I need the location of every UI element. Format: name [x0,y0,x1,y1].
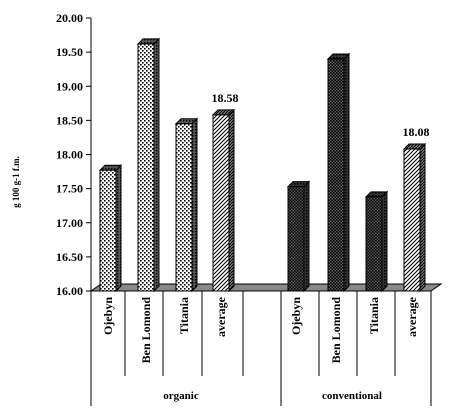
labels-layer: 18.58 18.08 Ojebyn Ben Lomond Titania average… [101,91,430,402]
category-label: Ojebyn [289,297,303,335]
bar-side [115,163,122,293]
data-label: 18.08 [403,125,430,139]
category-label: Ojebyn [101,297,115,335]
y-tick-label: 18.00 [56,148,83,162]
y-tick-label: 20.00 [56,11,83,25]
bar-side [303,180,310,293]
bar [137,43,155,292]
y-tick-label: 17.00 [56,216,83,230]
data-label: 18.58 [212,91,239,105]
group-label: organic [163,390,199,402]
bar [365,196,383,292]
bar-side [381,190,388,293]
category-label: Ben Lomond [139,297,153,364]
group-label: conventional [322,390,382,402]
y-tick-label: 16.00 [56,284,83,298]
bar-side [153,37,160,293]
bar [99,169,117,292]
category-label: Titania [367,297,381,334]
y-tick-label: 18.50 [56,113,83,127]
y-tick-label: 19.00 [56,79,83,93]
bar-side [419,142,426,293]
bar-side [191,117,198,293]
category-label: Ben Lomond [329,297,343,364]
category-label: Titania [177,297,191,334]
bars-layer [98,37,427,293]
bar [403,148,421,292]
bar-side [228,108,235,293]
bar [287,186,305,292]
bar-side [343,52,350,293]
bar [212,114,230,292]
y-tick-label: 16.50 [56,250,83,264]
y-axis-title: g 100 g-1 f.m. [11,156,21,208]
bar [175,123,193,292]
category-label: average [405,296,419,337]
y-tick-label: 19.50 [56,45,83,59]
bar [327,58,345,292]
y-tick-label: 17.50 [56,182,83,196]
category-label: average [214,296,228,337]
